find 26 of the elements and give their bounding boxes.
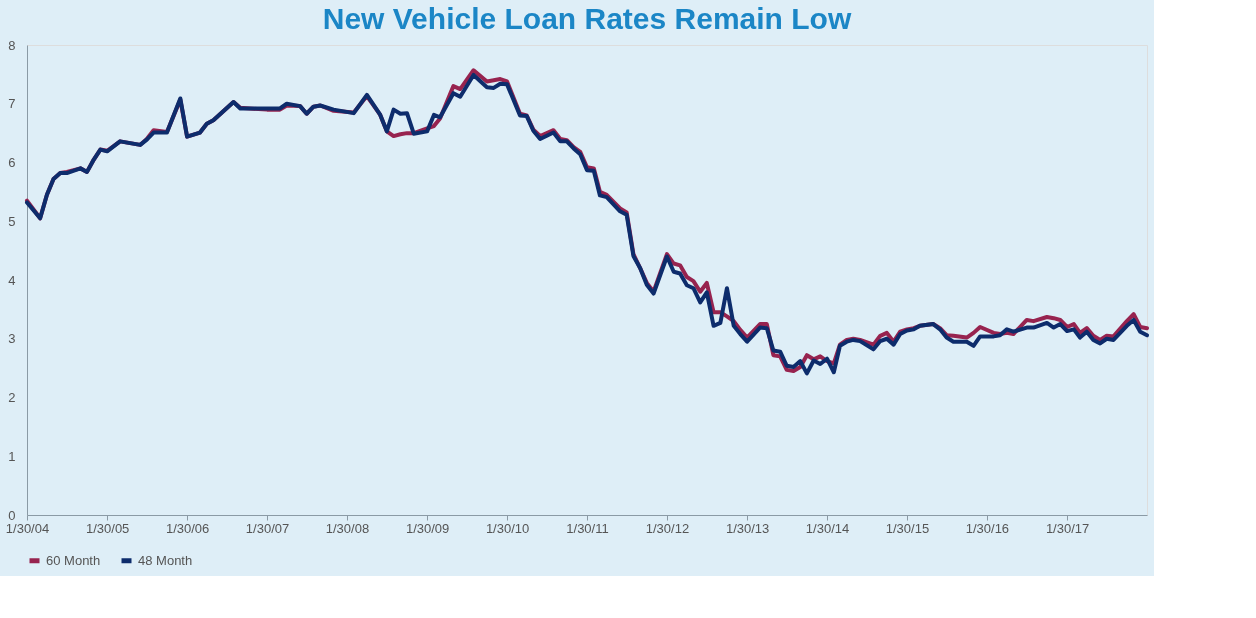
x-tick-label: 1/30/13 [725, 520, 770, 536]
chart-title: New Vehicle Loan Rates Remain Low [322, 2, 852, 35]
x-tick-label: 1/30/14 [805, 520, 850, 536]
y-tick-label: 1 [8, 448, 16, 464]
x-tick-label: 1/30/07 [245, 520, 290, 536]
y-tick-label: 8 [8, 37, 16, 53]
x-tick-label: 1/30/05 [85, 520, 130, 536]
y-tick-label: 3 [8, 331, 16, 347]
x-tick-label: 1/30/15 [885, 520, 930, 536]
legend-label: 60 Month [46, 552, 101, 568]
x-tick-label: 1/30/10 [485, 520, 530, 536]
y-tick-label: 6 [8, 155, 16, 170]
y-tick-label: 4 [8, 272, 16, 288]
x-tick-label: 1/30/09 [405, 520, 450, 536]
y-tick-label: 2 [8, 390, 16, 405]
x-tick-label: 1/30/08 [325, 520, 370, 536]
y-tick-label: 5 [8, 213, 16, 229]
y-tick-label: 7 [8, 96, 16, 112]
x-tick-label: 1/30/17 [1045, 520, 1090, 536]
x-tick-label: 1/30/04 [5, 520, 50, 536]
x-tick-label: 1/30/16 [965, 520, 1010, 536]
x-tick-label: 1/30/12 [645, 520, 690, 536]
legend-label: 48 Month [138, 552, 193, 568]
y-tick-label: 0 [8, 507, 16, 523]
x-tick-label: 1/30/11 [566, 520, 609, 536]
x-tick-label: 1/30/06 [165, 520, 210, 536]
